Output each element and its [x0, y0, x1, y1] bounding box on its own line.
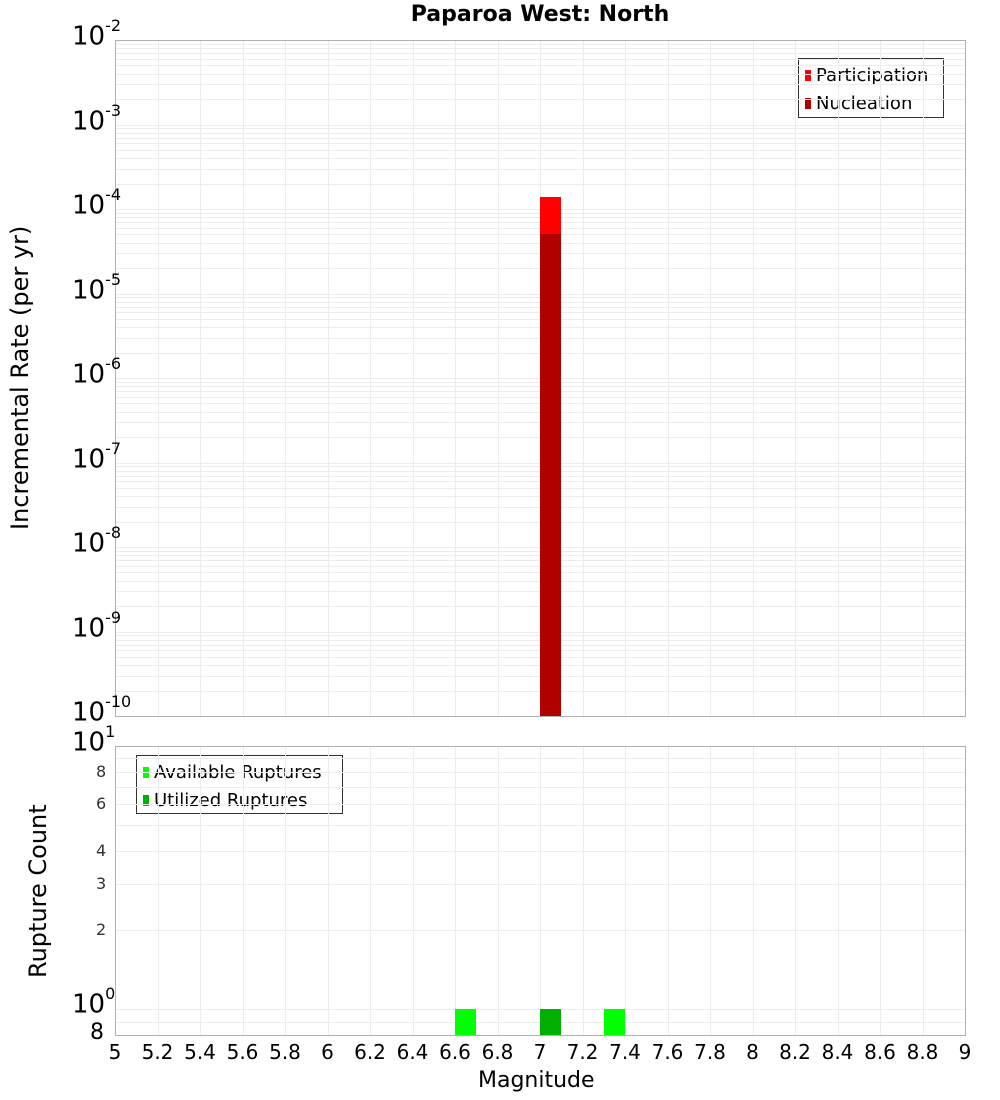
- top-legend: Participation Nucleation: [798, 58, 944, 118]
- grid-line: [582, 747, 584, 1035]
- y-tick-label: 2: [96, 920, 107, 940]
- y-tick-label: 10-3: [72, 100, 122, 137]
- x-tick-label: 6.4: [396, 1040, 429, 1064]
- x-tick-label: 6.2: [354, 1040, 386, 1064]
- x-tick-label: 7.4: [609, 1040, 641, 1064]
- grid-line: [497, 747, 499, 1035]
- grid-line: [327, 747, 329, 1035]
- legend-item-nucleation: Nucleation: [805, 89, 937, 117]
- x-tick-label: 7.6: [651, 1040, 684, 1064]
- legend-item-participation: Participation: [805, 61, 937, 89]
- grid-line: [116, 128, 965, 130]
- y-tick-label: 8: [96, 761, 107, 781]
- grid-line: [200, 747, 201, 1035]
- bar-available-ruptures: [455, 1009, 477, 1035]
- grid-line: [455, 747, 456, 1035]
- grid-line: [837, 747, 839, 1035]
- x-tick-label: 6.8: [481, 1040, 514, 1064]
- grid-line: [116, 850, 965, 852]
- grid-line: [880, 747, 881, 1035]
- grid-line: [116, 99, 965, 101]
- grid-line: [242, 747, 244, 1035]
- grid-line: [116, 786, 965, 788]
- grid-line: [116, 84, 965, 86]
- grid-line: [116, 58, 965, 60]
- grid-line: [752, 747, 754, 1035]
- legend-label: Participation: [816, 64, 929, 86]
- x-tick-label: 5.8: [269, 1040, 301, 1064]
- x-tick-label: 5.2: [141, 1040, 174, 1064]
- y-tick-label: 10-10: [72, 692, 132, 728]
- grid-line: [370, 747, 371, 1035]
- bar-nucleation: [540, 234, 562, 716]
- grid-line: [922, 747, 924, 1035]
- grid-line: [667, 747, 669, 1035]
- y-tick-label: 10-2: [72, 16, 122, 52]
- grid-line: [285, 747, 286, 1035]
- grid-line: [116, 804, 965, 806]
- nucleation-swatch-icon: [805, 97, 811, 109]
- grid-line: [116, 149, 965, 151]
- bar-available-ruptures: [603, 1009, 625, 1035]
- x-tick-label: 8.2: [779, 1040, 811, 1064]
- top-y-axis-label: Incremental Rate (per yr): [6, 225, 34, 530]
- grid-line: [412, 747, 414, 1035]
- legend-item-utilized: Utilized Ruptures: [143, 786, 336, 814]
- x-tick-label: 9: [958, 1040, 972, 1064]
- x-tick-label: 6: [321, 1040, 334, 1064]
- grid-line: [540, 747, 541, 1035]
- y-tick-label: 10-5: [72, 269, 122, 306]
- grid-line: [795, 747, 796, 1035]
- grid-line: [116, 168, 965, 170]
- x-tick-label: 5: [108, 1040, 122, 1064]
- grid-line: [116, 158, 965, 160]
- participation-swatch-icon: [805, 69, 811, 81]
- grid-line: [116, 183, 965, 185]
- y-tick-label: 8: [90, 1020, 104, 1045]
- y-tick-label: 10-9: [72, 607, 122, 644]
- grid-line: [157, 747, 159, 1035]
- grid-line: [116, 137, 965, 139]
- y-tick-label: 10-8: [72, 523, 122, 559]
- x-tick-label: 7: [533, 1040, 547, 1064]
- y-tick-label: 10-4: [72, 185, 122, 221]
- x-axis-label: Magnitude: [478, 1068, 595, 1093]
- grid-line: [116, 48, 965, 50]
- grid-line: [116, 143, 965, 145]
- utilized-swatch-icon: [143, 794, 149, 806]
- grid-line: [116, 132, 965, 134]
- grid-line: [116, 771, 965, 773]
- x-tick-label: 8: [746, 1040, 759, 1064]
- y-tick-label: 10-6: [72, 354, 122, 390]
- x-tick-label: 8.6: [864, 1040, 896, 1064]
- y-tick-label: 4: [96, 840, 107, 860]
- grid-line: [116, 758, 965, 760]
- x-tick-label: 6.6: [439, 1040, 471, 1064]
- x-tick-label: 5.4: [184, 1040, 216, 1064]
- y-tick-label: 6: [96, 794, 107, 814]
- legend-label: Nucleation: [816, 92, 913, 114]
- grid-line: [116, 883, 965, 885]
- grid-line: [116, 43, 965, 45]
- grid-line: [116, 53, 965, 55]
- chart-title: Paparoa West: North: [410, 2, 670, 27]
- grid-line: [116, 73, 965, 75]
- grid-line: [710, 747, 711, 1035]
- grid-line: [116, 825, 965, 827]
- bar-utilized-ruptures: [540, 1009, 562, 1035]
- y-tick-label: 100: [72, 984, 116, 1020]
- x-tick-label: 8.4: [821, 1040, 854, 1064]
- bottom-y-axis-label: Rupture Count: [24, 804, 52, 978]
- grid-line: [116, 930, 965, 932]
- grid-line: [625, 747, 626, 1035]
- x-tick-label: 7.2: [566, 1040, 599, 1064]
- y-tick-label: 10-7: [72, 438, 122, 475]
- x-tick-label: 7.8: [694, 1040, 726, 1064]
- y-tick-label: 101: [72, 722, 116, 758]
- x-tick-label: 5.6: [226, 1040, 259, 1064]
- y-tick-label: 3: [96, 873, 107, 893]
- grid-line: [116, 65, 965, 67]
- grid-line: [116, 124, 965, 126]
- x-tick-label: 8.8: [906, 1040, 939, 1064]
